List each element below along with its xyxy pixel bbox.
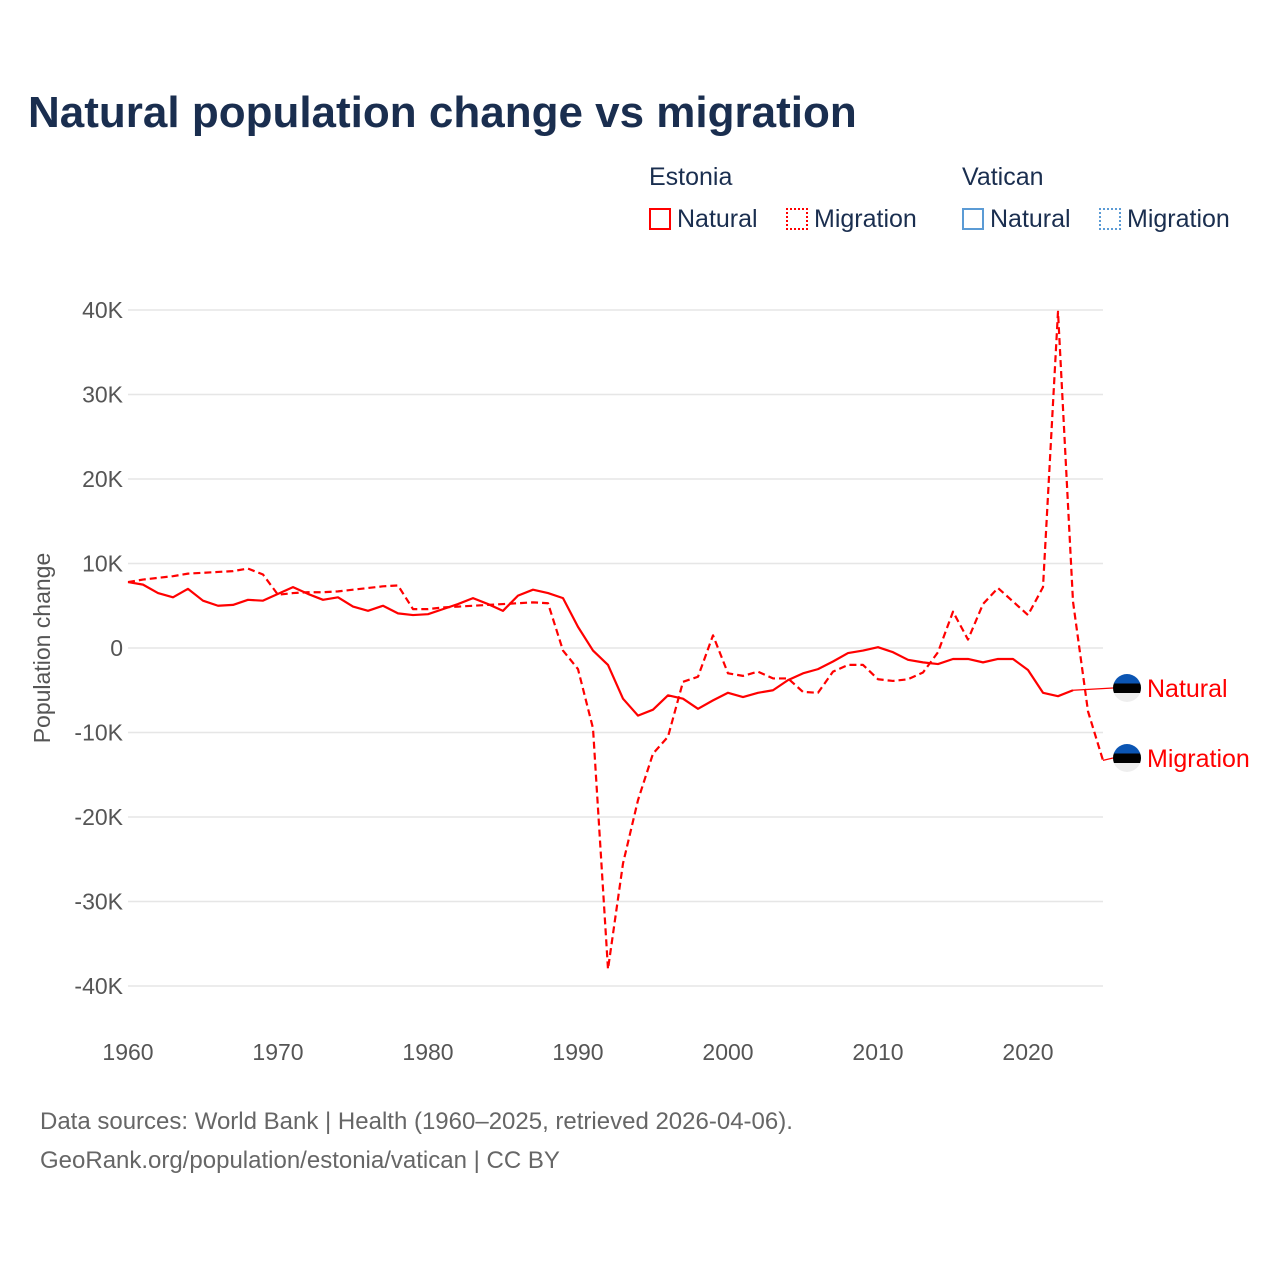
series-line bbox=[127, 310, 1105, 971]
estonia-flag-icon bbox=[1113, 744, 1141, 772]
end-label-natural: Natural bbox=[1147, 675, 1228, 703]
legend-estonia-natural[interactable]: Natural bbox=[649, 205, 758, 234]
y-tick-label: 0 bbox=[110, 635, 123, 661]
y-tick-label: 20K bbox=[82, 466, 124, 492]
flag-blue bbox=[1113, 674, 1141, 684]
series-natural bbox=[127, 581, 1074, 717]
end-label-migration: Migration bbox=[1147, 745, 1250, 773]
legend-estonia-migration[interactable]: Migration bbox=[786, 205, 917, 234]
y-tick-label: -30K bbox=[74, 889, 123, 915]
dotted-swatch-icon bbox=[1099, 208, 1121, 230]
legend-vatican-natural[interactable]: Natural bbox=[962, 205, 1071, 234]
flag-blue bbox=[1113, 744, 1141, 754]
y-tick-label: -40K bbox=[74, 973, 123, 999]
solid-swatch-icon bbox=[649, 208, 671, 230]
legend-group-estonia: Estonia bbox=[649, 163, 733, 191]
y-tick-label: -20K bbox=[74, 804, 123, 830]
y-tick-label: -10K bbox=[74, 720, 123, 746]
legend-vatican-migration[interactable]: Migration bbox=[1099, 205, 1230, 234]
footer-sources: Data sources: World Bank | Health (1960–… bbox=[40, 1108, 793, 1135]
series-line bbox=[127, 581, 1074, 717]
flag-white bbox=[1113, 693, 1141, 702]
chart-title: Natural population change vs migration bbox=[28, 88, 857, 137]
label-connector bbox=[1072, 687, 1114, 691]
x-tick-label: 2010 bbox=[852, 1039, 903, 1065]
flag-black bbox=[1113, 683, 1141, 693]
y-tick-label: 30K bbox=[82, 382, 124, 408]
flag-white bbox=[1113, 763, 1141, 772]
footer-credit[interactable]: GeoRank.org/population/estonia/vatican |… bbox=[40, 1147, 560, 1174]
x-tick-label: 1970 bbox=[252, 1039, 303, 1065]
y-axis-label: Population change bbox=[29, 553, 55, 744]
x-tick-label: 2020 bbox=[1002, 1039, 1053, 1065]
legend-group-vatican: Vatican bbox=[962, 163, 1044, 191]
x-tick-label: 2000 bbox=[702, 1039, 753, 1065]
solid-swatch-icon bbox=[962, 208, 984, 230]
label-connector bbox=[1102, 757, 1114, 761]
y-tick-label: 40K bbox=[82, 297, 124, 323]
dotted-swatch-icon bbox=[786, 208, 808, 230]
series-migration bbox=[127, 310, 1105, 971]
x-tick-label: 1960 bbox=[102, 1039, 153, 1065]
x-tick-label: 1980 bbox=[402, 1039, 453, 1065]
estonia-flag-icon bbox=[1113, 674, 1141, 702]
flag-black bbox=[1113, 753, 1141, 763]
x-tick-label: 1990 bbox=[552, 1039, 603, 1065]
y-tick-label: 10K bbox=[82, 551, 124, 577]
